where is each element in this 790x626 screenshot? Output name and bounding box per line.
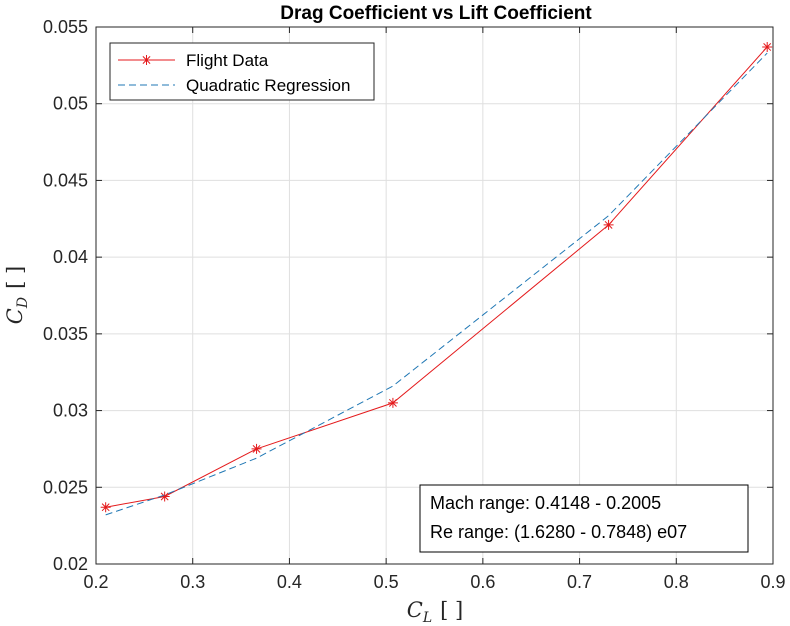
y-tick-label: 0.04 [53,247,88,267]
series-quadratic-regression [105,52,768,516]
y-tick-label: 0.05 [53,94,88,114]
legend: Flight Data Quadratic Regression [109,42,375,101]
x-axis-ticks: 0.2 0.3 0.4 0.5 0.6 0.7 0.8 0.9 [83,27,786,592]
legend-asterisk [141,55,152,65]
x-axis-label-bracket: [ ] [440,598,463,622]
x-axis-label-main: C [407,598,423,622]
annotation-frame [419,484,749,553]
legend-box [109,42,375,101]
y-tick-label: 0.02 [53,554,88,574]
data-point-marker [159,491,170,502]
y-tick-label: 0.03 [53,401,88,421]
y-axis-ticks: 0.02 0.025 0.03 0.035 0.04 0.045 0.05 0.055 [43,17,773,574]
annotation-box: Mach range: 0.4148 - 0.2005 Re range: (1… [419,484,749,553]
series-flight-data [100,41,773,513]
grid [95,26,774,565]
x-tick-label: 0.3 [180,572,205,592]
y-axis-label-bracket: [ ] [3,266,27,289]
data-point-marker [603,219,614,230]
y-axis-label-main: C [3,308,27,324]
legend-marker-flight-data [141,55,152,65]
y-tick-label: 0.045 [43,170,88,190]
y-axis-label: CD [ ] [3,266,31,324]
y-axis-label-sub: D [15,297,31,309]
data-point-marker [251,443,262,454]
data-point-marker [762,41,773,52]
data-point-marker [387,397,398,408]
x-tick-label: 0.6 [470,572,495,592]
x-axis-label-sub: L [422,610,432,626]
data-point-marker [100,502,111,513]
legend-item-flight-data: Flight Data [118,51,269,70]
x-tick-label: 0.4 [277,572,302,592]
annotation-re-range: Re range: (1.6280 - 0.7848) e07 [430,522,687,542]
series-layer [100,41,773,516]
x-axis-label: CL [ ] [407,598,463,626]
y-tick-label: 0.025 [43,477,88,497]
annotation-mach-range: Mach range: 0.4148 - 0.2005 [430,493,661,513]
y-tick-label: 0.055 [43,17,88,37]
series-line-flight-data [105,46,768,508]
legend-item-quadratic-regression: Quadratic Regression [118,76,350,95]
legend-label-flight-data: Flight Data [186,51,269,70]
x-tick-label: 0.2 [83,572,108,592]
x-tick-label: 0.8 [664,572,689,592]
y-tick-label: 0.035 [43,324,88,344]
x-tick-label: 0.7 [567,572,592,592]
plot-frame [95,26,774,565]
chart-title: Drag Coefficient vs Lift Coefficient [280,3,592,24]
series-line-quadratic-regression [105,52,768,516]
x-tick-label: 0.5 [374,572,399,592]
legend-label-quadratic-regression: Quadratic Regression [186,76,350,95]
x-tick-label: 0.9 [760,572,785,592]
